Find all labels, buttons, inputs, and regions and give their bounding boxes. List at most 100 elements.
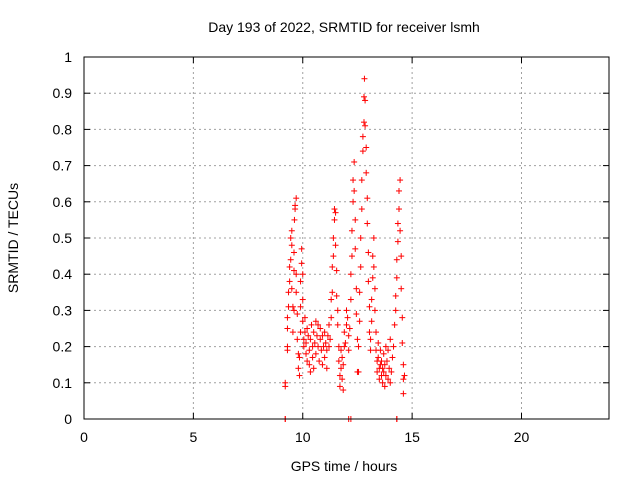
data-point	[345, 347, 352, 354]
data-point	[304, 325, 311, 332]
data-point	[336, 372, 343, 379]
data-point	[381, 383, 388, 390]
y-tick-label: 0	[64, 411, 72, 427]
data-point	[347, 296, 354, 303]
data-point	[374, 368, 381, 375]
data-point	[393, 274, 400, 281]
data-point	[299, 271, 306, 278]
data-point	[367, 347, 374, 354]
data-point	[296, 354, 303, 361]
data-point	[334, 307, 341, 314]
data-point	[293, 271, 300, 278]
data-point	[378, 358, 385, 365]
data-points	[282, 75, 408, 422]
data-point	[288, 285, 295, 292]
data-point	[366, 303, 373, 310]
data-point	[358, 206, 365, 213]
data-point	[332, 209, 339, 216]
data-point	[356, 289, 363, 296]
data-point	[340, 387, 347, 394]
data-point	[329, 289, 336, 296]
data-point	[355, 368, 362, 375]
data-point	[294, 311, 301, 318]
data-point	[377, 347, 384, 354]
data-point	[333, 267, 340, 274]
data-point	[319, 332, 326, 339]
data-point	[343, 321, 350, 328]
data-point	[358, 177, 365, 184]
data-point	[303, 339, 310, 346]
data-point	[396, 187, 402, 194]
data-point	[291, 249, 297, 256]
data-point	[354, 336, 361, 343]
data-point	[365, 249, 372, 256]
data-point	[389, 354, 396, 361]
data-point	[312, 318, 319, 325]
data-point	[352, 245, 359, 252]
data-point	[382, 372, 389, 379]
data-point	[287, 256, 294, 263]
data-point	[396, 206, 402, 213]
data-point	[364, 195, 371, 202]
data-point	[369, 253, 376, 260]
data-point	[301, 314, 308, 321]
data-point	[369, 274, 376, 281]
data-point	[398, 285, 405, 292]
data-point	[335, 358, 342, 365]
data-point	[331, 206, 338, 213]
data-point	[323, 347, 330, 354]
data-point	[328, 314, 335, 321]
data-point	[293, 289, 300, 296]
data-point	[336, 383, 343, 390]
data-point	[345, 332, 352, 339]
data-point	[297, 303, 304, 310]
data-point	[340, 361, 347, 368]
data-point	[324, 332, 331, 339]
data-point	[387, 336, 394, 343]
data-point	[385, 347, 392, 354]
data-point	[309, 343, 316, 350]
data-point	[381, 361, 388, 368]
data-point	[339, 376, 346, 383]
x-tick-label: 10	[295, 429, 311, 445]
data-point	[373, 329, 380, 336]
data-point	[300, 343, 307, 350]
data-point	[397, 177, 404, 184]
y-tick-label: 0.8	[53, 121, 73, 137]
data-point	[298, 260, 305, 267]
data-point	[355, 343, 362, 350]
data-point	[348, 227, 355, 234]
data-point	[351, 187, 358, 194]
data-point	[309, 354, 316, 361]
data-point	[399, 339, 406, 346]
data-point	[361, 119, 367, 126]
data-point	[394, 238, 401, 245]
data-point	[348, 253, 355, 260]
data-point	[392, 292, 399, 299]
data-point	[379, 379, 386, 386]
data-point	[313, 332, 320, 339]
data-point	[292, 202, 299, 209]
data-point	[312, 350, 319, 357]
data-point	[385, 376, 392, 383]
grid-lines	[84, 57, 609, 419]
data-point	[392, 307, 399, 314]
data-point	[344, 314, 351, 321]
data-point	[320, 343, 327, 350]
y-tick-labels: 0 0.1 0.2 0.3 0.4 0.5 0.6 0.7 0.8 0.9 1	[53, 49, 73, 427]
data-point	[315, 321, 322, 328]
y-tick-label: 0.6	[53, 194, 73, 210]
data-point	[375, 354, 382, 361]
data-point	[350, 177, 357, 184]
data-point	[380, 350, 387, 357]
data-point	[293, 195, 300, 202]
data-point	[393, 256, 400, 263]
data-point	[364, 220, 371, 227]
data-point	[350, 198, 357, 205]
y-tick-label: 0.1	[53, 375, 73, 391]
y-tick-label: 0.3	[53, 302, 73, 318]
data-point	[297, 278, 304, 285]
data-point	[284, 325, 291, 332]
data-point	[310, 329, 317, 336]
data-point	[288, 227, 295, 234]
